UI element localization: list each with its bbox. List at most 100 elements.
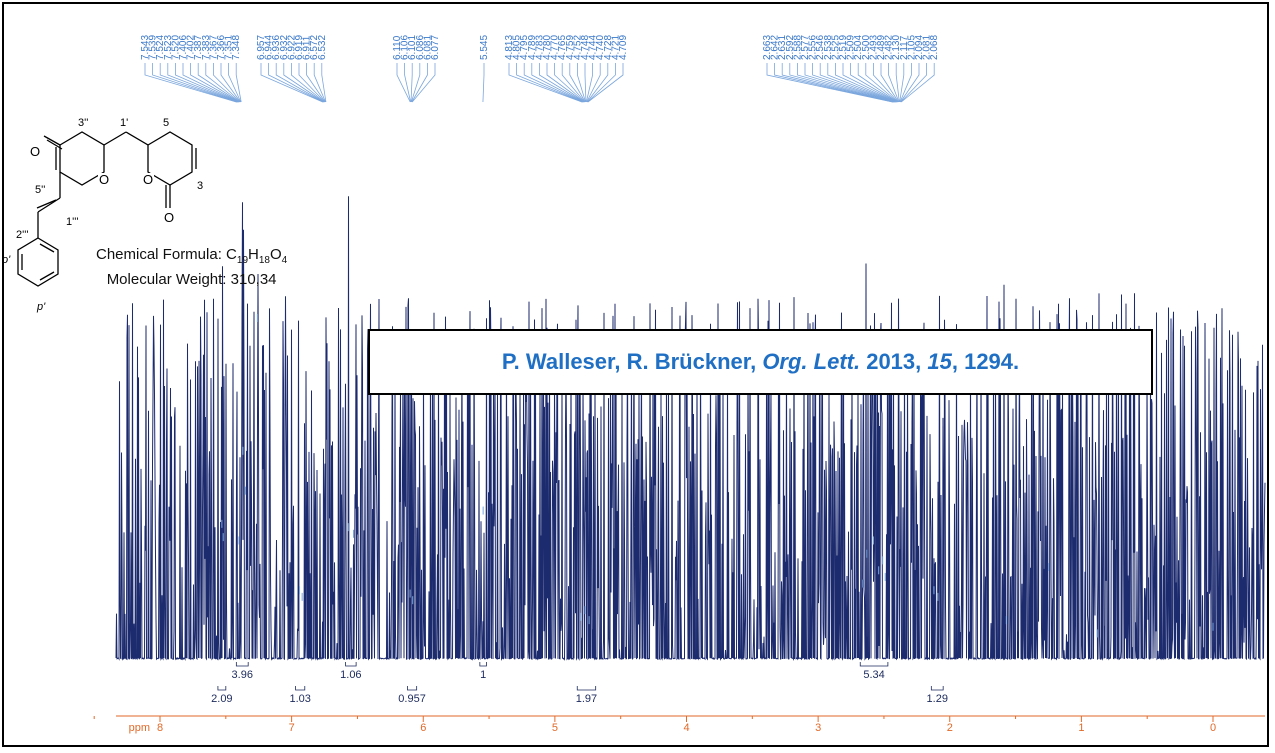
- svg-text:O: O: [143, 172, 153, 187]
- peak-fan-line: [167, 63, 238, 103]
- peak-fan-line: [411, 63, 421, 103]
- peak-label: 7.351: [224, 35, 235, 60]
- weight-label: Molecular Weight:: [106, 271, 227, 288]
- integral-value: 3.96: [232, 669, 253, 681]
- atom-label: 1''': [66, 216, 78, 228]
- peak-label: 6.106: [400, 35, 411, 60]
- peak-label-group: 2.6632.6422.6312.5922.5882.5772.5562.546…: [762, 35, 940, 103]
- peak-fan-line: [523, 63, 583, 103]
- peak-label: 4.721: [610, 35, 621, 60]
- peak-fan-line: [531, 63, 584, 103]
- peak-fan-line: [789, 63, 894, 103]
- integral-value: 2.09: [211, 693, 232, 705]
- peak-label: 2.130: [891, 35, 902, 60]
- peak-label: 7.348: [231, 35, 242, 60]
- peak-label: 6.110: [392, 35, 403, 60]
- peak-fan-line: [516, 63, 583, 103]
- tick-label: 5: [552, 722, 558, 734]
- integral: 1.06: [340, 662, 362, 681]
- peak-label: 6.572: [309, 35, 320, 60]
- ppm-axis: 8 7 6 5 4 3 2 1 0 ppm: [93, 715, 1265, 734]
- integral: 1.97: [576, 686, 597, 705]
- integral-area: 2.093.96 1.03 1.06 0.957 1 1.97 5.34 1.29: [211, 662, 948, 705]
- integral-bracket: [217, 686, 227, 691]
- peak-fan-line: [835, 63, 897, 103]
- peak-fan-line: [781, 63, 894, 103]
- peak-label: 4.795: [519, 35, 530, 60]
- peak-label: 6.911: [302, 35, 313, 60]
- peak-label: 6.936: [271, 35, 282, 60]
- peak-label: 7.387: [193, 35, 204, 60]
- atom-label: 3: [197, 180, 203, 192]
- integral: 1: [479, 662, 487, 681]
- integral-bracket: [345, 662, 357, 667]
- peak-fan-line: [482, 63, 485, 103]
- peak-label-group: 4.8134.8054.7954.7894.7834.7804.7704.765…: [504, 35, 629, 103]
- peak-fan-line: [865, 63, 898, 103]
- peak-label: 4.789: [527, 35, 538, 60]
- formula-value: C19H18O4: [226, 246, 288, 266]
- peak-fan-line: [298, 63, 326, 103]
- peak-fan-line: [283, 63, 325, 103]
- peak-fan-line: [819, 63, 896, 103]
- integral-value: 5.34: [863, 669, 884, 681]
- peak-fan-line: [228, 63, 242, 103]
- atom-label: 1': [120, 117, 128, 129]
- peak-fan-line: [584, 63, 587, 103]
- peak-fan-line: [321, 63, 327, 103]
- integral: 1.29: [927, 686, 948, 705]
- peak-label-group: 5.545: [479, 35, 490, 103]
- tick-label: 1: [1078, 722, 1084, 734]
- peak-fan-line: [857, 63, 898, 103]
- peak-fan-line: [159, 63, 238, 103]
- citation-journal: Org. Lett.: [762, 349, 861, 374]
- peak-label: 2.105: [906, 35, 917, 60]
- peak-label: 4.759: [565, 35, 576, 60]
- peak-label: 2.493: [868, 35, 879, 60]
- peak-label: 2.081: [922, 35, 933, 60]
- peak-label: 2.500: [861, 35, 872, 60]
- peak-fan-line: [561, 63, 586, 103]
- peak-label: 4.783: [534, 35, 545, 60]
- peak-fan-line: [182, 63, 239, 103]
- integral-bracket: [576, 686, 597, 691]
- integral: 2.09: [211, 686, 233, 705]
- peak-fan-line: [899, 63, 905, 103]
- atom-label: 2''': [16, 229, 28, 241]
- peak-label: 6.957: [256, 35, 267, 60]
- peak-label: 2.556: [808, 35, 819, 60]
- peak-fan-line: [569, 63, 586, 103]
- peak-label: 7.402: [186, 35, 197, 60]
- peak-label: 6.081: [422, 35, 433, 60]
- peak-fan-line: [144, 63, 237, 103]
- atom-labels: 3'' 1' 5 5'' 3 2''' 1''' o' p': [2, 117, 203, 313]
- peak-label: 2.588: [792, 35, 803, 60]
- tick-label: 8: [157, 722, 163, 734]
- peak-label: 2.663: [762, 35, 773, 60]
- peak-label: 6.932: [279, 35, 290, 60]
- peak-fan-line: [587, 63, 616, 103]
- molecule-structure: [17, 131, 197, 287]
- integral: 1.03: [289, 686, 311, 705]
- peak-label: 4.752: [572, 35, 583, 60]
- svg-text:O: O: [164, 210, 174, 225]
- spectrum-trace: [115, 196, 1266, 662]
- peak-fan-line: [797, 63, 895, 103]
- tick-label: 7: [289, 722, 295, 734]
- peak-label: 6.077: [430, 35, 441, 60]
- peak-fan-line: [577, 63, 586, 103]
- peak-label: 2.482: [884, 35, 895, 60]
- tick-label: 3: [815, 722, 821, 734]
- peak-label: 4.740: [595, 35, 606, 60]
- peak-label: 7.539: [148, 35, 159, 60]
- ring-oxygen-labels: O O O O: [30, 144, 176, 225]
- integral-value: 1.03: [289, 693, 310, 705]
- integral-value: 1: [480, 669, 486, 681]
- peak-label: 2.117: [899, 35, 910, 60]
- peak-fan-line: [313, 63, 326, 103]
- integral-bracket: [235, 662, 249, 667]
- citation-volume: 15: [927, 349, 952, 374]
- peak-fan-line: [587, 63, 624, 103]
- peak-fan-line: [396, 63, 411, 103]
